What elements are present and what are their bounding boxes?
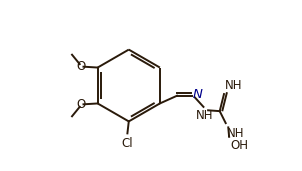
Text: O: O [77, 60, 86, 73]
Text: O: O [77, 98, 86, 111]
Text: NH: NH [225, 79, 242, 92]
Text: N: N [192, 88, 202, 101]
Text: Cl: Cl [122, 137, 133, 150]
Text: NH: NH [196, 109, 213, 122]
Text: OH: OH [230, 139, 249, 152]
Text: NH: NH [226, 127, 244, 140]
